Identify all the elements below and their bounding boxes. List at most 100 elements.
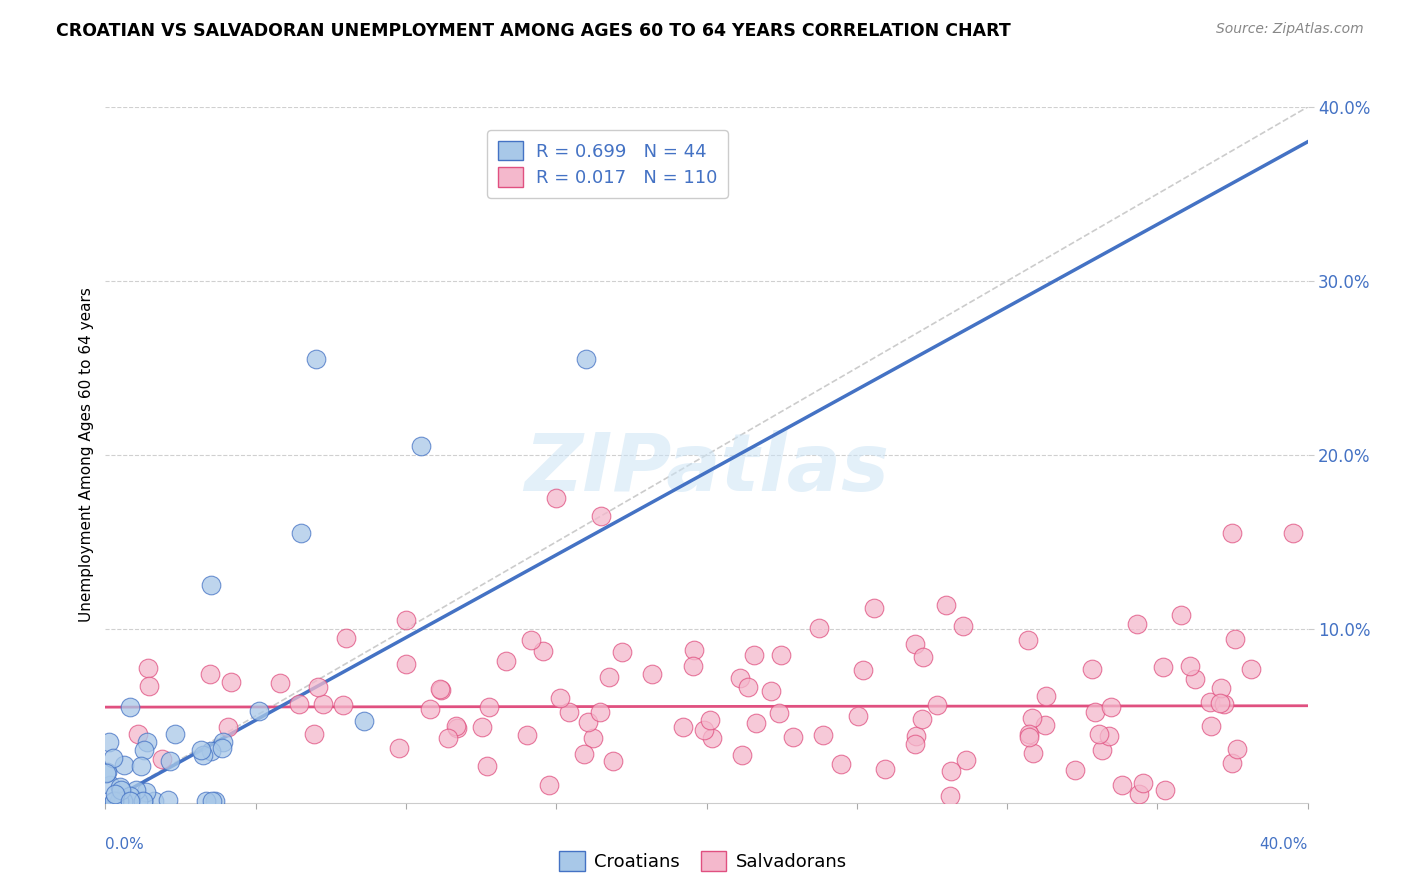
Point	[1209, 696, 1232, 710]
Point	[1088, 727, 1111, 741]
Point	[761, 684, 783, 698]
Y-axis label: Unemployment Among Ages 60 to 64 years: Unemployment Among Ages 60 to 64 years	[79, 287, 94, 623]
Point	[478, 700, 501, 714]
Point	[538, 778, 561, 792]
Point	[163, 727, 186, 741]
Point	[419, 702, 441, 716]
Point	[131, 794, 153, 808]
Point	[1209, 681, 1232, 695]
Text: 0.0%: 0.0%	[105, 837, 145, 852]
Point	[475, 758, 498, 772]
Point	[108, 780, 131, 794]
Point	[212, 735, 235, 749]
Point	[200, 794, 222, 808]
Point	[446, 721, 468, 735]
Point	[211, 740, 233, 755]
Point	[200, 743, 222, 757]
Point	[769, 648, 792, 662]
Point	[195, 794, 218, 808]
Point	[138, 679, 160, 693]
Point	[1018, 730, 1040, 744]
Point	[107, 794, 129, 808]
Text: ZIPatlas: ZIPatlas	[524, 430, 889, 508]
Point	[911, 649, 934, 664]
Point	[120, 789, 142, 803]
Point	[591, 508, 613, 523]
Point	[135, 785, 157, 799]
Text: Source: ZipAtlas.com: Source: ZipAtlas.com	[1216, 22, 1364, 37]
Point	[200, 578, 222, 592]
Point	[1126, 617, 1149, 632]
Point	[742, 648, 765, 662]
Point	[103, 794, 125, 808]
Point	[111, 794, 134, 808]
Point	[157, 792, 180, 806]
Point	[409, 439, 432, 453]
Point	[247, 704, 270, 718]
Point	[582, 731, 605, 745]
Point	[938, 789, 960, 803]
Point	[129, 758, 152, 772]
Point	[305, 352, 328, 367]
Point	[1223, 632, 1246, 646]
Point	[1018, 727, 1040, 741]
Point	[737, 680, 759, 694]
Point	[1220, 756, 1243, 771]
Point	[955, 753, 977, 767]
Point	[221, 674, 243, 689]
Point	[745, 715, 768, 730]
Point	[436, 731, 458, 745]
Point	[135, 735, 157, 749]
Point	[269, 676, 291, 690]
Point	[846, 709, 869, 723]
Point	[495, 654, 517, 668]
Point	[198, 666, 221, 681]
Point	[782, 730, 804, 744]
Point	[112, 758, 135, 772]
Point	[1199, 695, 1222, 709]
Point	[471, 720, 494, 734]
Point	[190, 742, 212, 756]
Point	[159, 755, 181, 769]
Point	[103, 794, 125, 808]
Point	[904, 737, 927, 751]
Point	[548, 691, 571, 706]
Point	[150, 752, 173, 766]
Point	[98, 778, 121, 792]
Point	[602, 754, 624, 768]
Point	[1170, 608, 1192, 623]
Point	[1064, 763, 1087, 777]
Point	[572, 747, 595, 762]
Point	[124, 783, 146, 797]
Point	[132, 794, 155, 808]
Point	[1098, 729, 1121, 743]
Point	[1033, 718, 1056, 732]
Point	[904, 637, 927, 651]
Point	[558, 705, 581, 719]
Point	[1226, 742, 1249, 756]
Point	[1281, 526, 1303, 541]
Point	[911, 712, 934, 726]
Point	[110, 783, 132, 797]
Point	[288, 697, 311, 711]
Legend: R = 0.699   N = 44, R = 0.017   N = 110: R = 0.699 N = 44, R = 0.017 N = 110	[486, 130, 728, 198]
Point	[127, 727, 149, 741]
Point	[191, 748, 214, 763]
Legend: Croatians, Salvadorans: Croatians, Salvadorans	[553, 844, 853, 879]
Point	[395, 657, 418, 672]
Point	[575, 352, 598, 367]
Point	[683, 642, 706, 657]
Point	[1022, 747, 1045, 761]
Point	[1222, 526, 1244, 541]
Point	[863, 601, 886, 615]
Point	[731, 747, 754, 762]
Point	[1035, 689, 1057, 703]
Point	[290, 526, 312, 541]
Point	[598, 670, 620, 684]
Point	[136, 660, 159, 674]
Point	[430, 682, 453, 697]
Point	[1154, 782, 1177, 797]
Point	[576, 714, 599, 729]
Point	[217, 720, 239, 734]
Point	[302, 727, 325, 741]
